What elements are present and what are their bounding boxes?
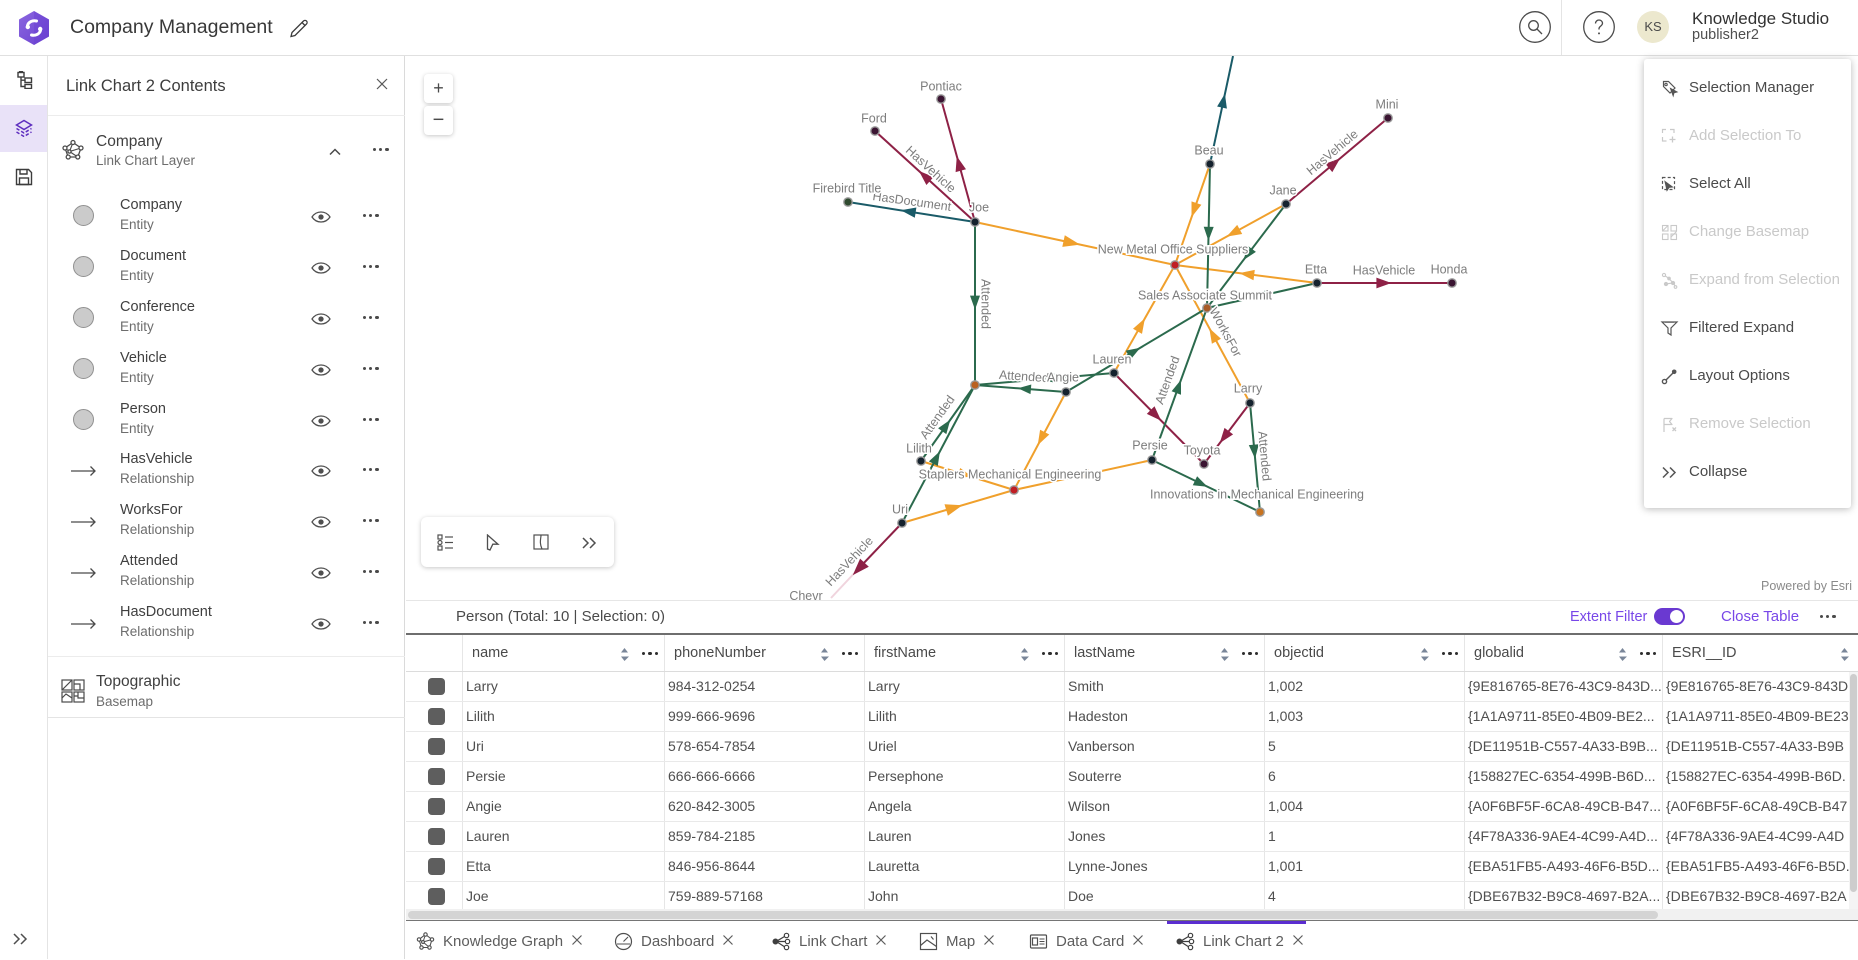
svg-text:HasVehicle: HasVehicle — [823, 534, 876, 589]
svg-text:Joe: Joe — [969, 201, 989, 215]
svg-text:Honda: Honda — [1431, 263, 1468, 277]
svg-text:Pontiac: Pontiac — [920, 80, 962, 94]
svg-text:Attended: Attended — [979, 279, 993, 329]
svg-text:HasVehicle: HasVehicle — [903, 143, 959, 195]
svg-text:Attended: Attended — [999, 368, 1050, 385]
svg-text:Attended: Attended — [1255, 430, 1273, 481]
svg-text:Beau: Beau — [1194, 144, 1223, 158]
svg-text:Angie: Angie — [1047, 371, 1079, 385]
svg-text:Innovations in Mechanical Engi: Innovations in Mechanical Engineering — [1150, 488, 1364, 502]
svg-text:Chevr: Chevr — [789, 589, 822, 600]
svg-text:Etta: Etta — [1305, 263, 1327, 277]
svg-text:Attended: Attended — [1152, 354, 1182, 406]
svg-text:Sales Associate Summit: Sales Associate Summit — [1138, 289, 1273, 303]
svg-text:Uri: Uri — [892, 503, 908, 517]
svg-text:Firebird Title: Firebird Title — [813, 182, 882, 196]
svg-text:Persie: Persie — [1132, 439, 1167, 453]
svg-text:Ford: Ford — [861, 112, 887, 126]
svg-text:New Metal Office Suppliers: New Metal Office Suppliers — [1098, 243, 1249, 257]
svg-text:Jane: Jane — [1269, 184, 1296, 198]
svg-text:HasVehicle: HasVehicle — [1353, 264, 1416, 278]
svg-text:Lauren: Lauren — [1093, 353, 1132, 367]
svg-text:Larry: Larry — [1234, 382, 1263, 396]
svg-text:Toyota: Toyota — [1184, 444, 1221, 458]
svg-text:Mini: Mini — [1376, 98, 1399, 112]
svg-text:Lilith: Lilith — [906, 442, 932, 456]
svg-text:Staplers Mechanical Engineerin: Staplers Mechanical Engineering — [919, 468, 1102, 482]
